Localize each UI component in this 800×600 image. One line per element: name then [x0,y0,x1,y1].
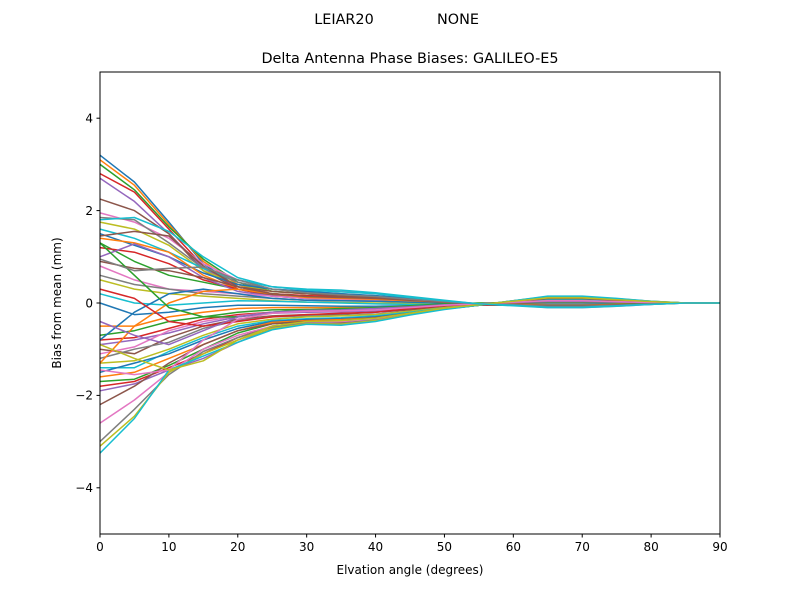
y-tick-label: 0 [85,296,93,310]
y-tick-label: 2 [85,204,93,218]
series-line-47 [99,299,720,376]
x-tick-label: 40 [368,540,383,554]
x-tick-label: 50 [437,540,452,554]
x-tick-label: 60 [506,540,521,554]
x-tick-label: 10 [161,540,176,554]
series-line-3 [99,163,720,307]
y-axis-label: Bias from mean (mm) [50,237,64,368]
y-tick-label: −4 [75,481,93,495]
x-tick-label: 80 [643,540,658,554]
x-tick-label: 30 [299,540,314,554]
x-tick-label: 90 [712,540,727,554]
x-tick-label: 0 [96,540,104,554]
figure-suptitle-antenna: LEIAR20 [314,12,374,28]
chart-title: Delta Antenna Phase Biases: GALILEO-E5 [261,51,558,67]
x-tick-label: 20 [230,540,245,554]
series-line-50 [99,216,720,308]
series-line-5 [99,177,720,307]
y-tick-label: 4 [85,112,93,126]
series-line-4 [99,172,720,307]
series-line-1 [99,154,720,308]
series-lines [99,154,720,454]
series-line-2 [99,159,720,307]
figure-suptitle-radome: NONE [437,12,479,28]
x-tick-label: 70 [575,540,590,554]
y-tick-label: −2 [75,389,93,403]
series-line-40 [99,295,720,454]
axis-ticks: 0 10 20 30 40 50 60 70 80 90 −4 −2 0 2 4 [75,112,727,555]
series-line-8 [99,216,720,308]
series-line-49 [99,297,720,371]
x-axis-label: Elvation angle (degrees) [337,563,484,577]
